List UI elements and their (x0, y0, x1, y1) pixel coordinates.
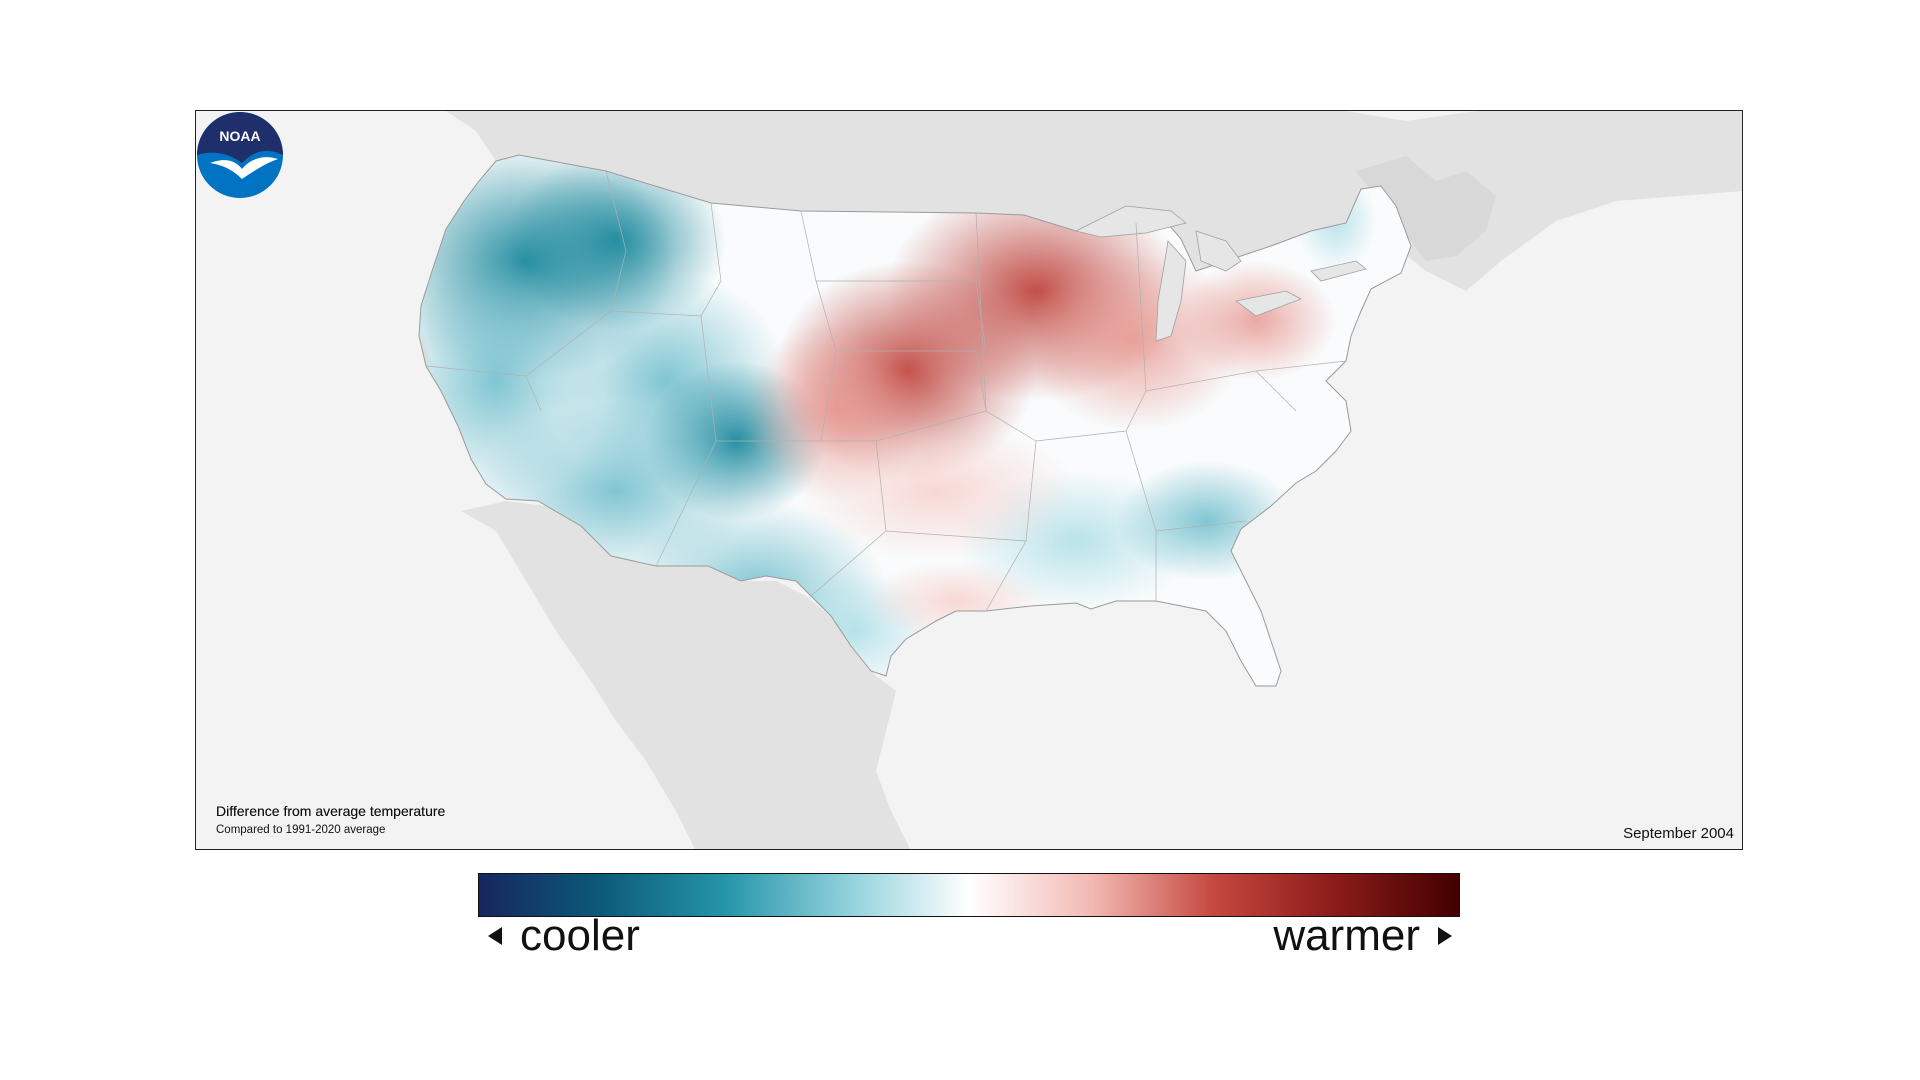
great-lakes (1074, 205, 1367, 342)
color-scale-bar (478, 873, 1460, 917)
cooler-text: cooler (520, 911, 640, 960)
map-graphic (418, 111, 1742, 849)
date-label: September 2004 (1623, 825, 1734, 842)
warmer-text: warmer (1273, 911, 1420, 960)
caption-subtitle: Compared to 1991-2020 average (216, 824, 386, 836)
caption-title: Difference from average temperature (216, 803, 446, 819)
warmer-label: warmer (1273, 914, 1452, 958)
noaa-logo: NOAA (197, 112, 283, 198)
cooler-label: cooler (488, 914, 640, 958)
noaa-logo-text: NOAA (219, 128, 260, 144)
temperature-anomaly-map: Difference from average temperature Diff… (195, 110, 1743, 850)
us-outline (418, 154, 1412, 687)
caption-title: Difference from average temperature (216, 803, 446, 819)
state-boundaries (425, 170, 1347, 612)
right-arrow-icon (1438, 927, 1452, 945)
surrounding-land (446, 111, 1742, 849)
left-arrow-icon (488, 927, 502, 945)
